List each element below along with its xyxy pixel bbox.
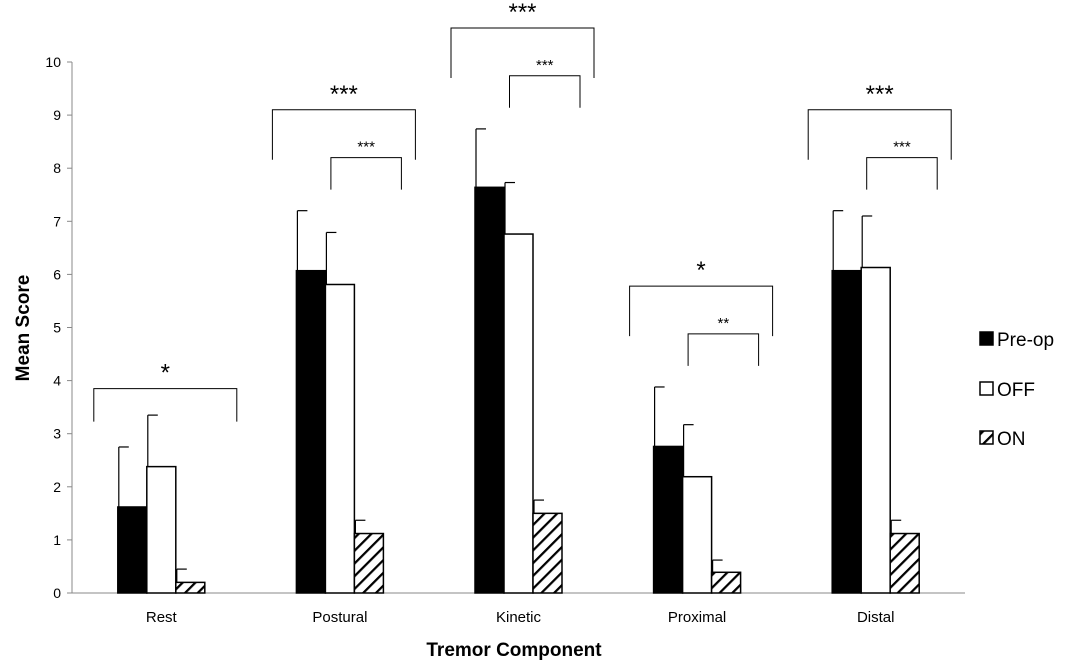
bar-on xyxy=(532,512,563,594)
legend-swatch xyxy=(979,430,994,445)
y-axis-title: Mean Score xyxy=(13,275,34,382)
legend: Pre-op OFF ON xyxy=(979,330,1054,450)
y-axis: 0 1 2 3 4 5 6 7 8 9 10 xyxy=(45,54,73,601)
bar-pre-op xyxy=(831,269,862,594)
y-tick-label: 0 xyxy=(53,585,61,601)
y-tick-label: 10 xyxy=(45,54,61,70)
significance-bracket xyxy=(93,388,238,422)
legend-label: OFF xyxy=(997,380,1035,401)
significance-bracket xyxy=(450,27,595,79)
bar-pre-op xyxy=(295,269,327,594)
x-tick-label: Rest xyxy=(146,609,178,626)
bar-on xyxy=(889,532,920,594)
bar-on xyxy=(353,532,385,594)
significance-label: *** xyxy=(536,57,554,74)
significance-bracket xyxy=(330,157,402,190)
significance-label: *** xyxy=(508,0,536,26)
bar-on xyxy=(710,571,742,594)
legend-swatch xyxy=(979,331,994,346)
bar-on xyxy=(175,581,206,594)
y-tick-label: 5 xyxy=(53,320,61,336)
y-tick-label: 6 xyxy=(53,266,61,282)
bars xyxy=(117,186,920,594)
significance-label: *** xyxy=(866,81,894,108)
x-tick-label: Postural xyxy=(312,609,367,626)
significance-label: *** xyxy=(893,139,911,156)
bar-off xyxy=(324,283,356,594)
significance-bracket xyxy=(629,285,774,337)
x-tick-label: Distal xyxy=(857,609,895,626)
significance-bracket xyxy=(866,157,938,190)
y-tick-label: 1 xyxy=(53,532,61,548)
error-bars xyxy=(118,128,902,583)
legend-label: Pre-op xyxy=(997,330,1054,351)
significance-brackets: ********************** xyxy=(93,0,952,422)
y-tick-label: 2 xyxy=(53,479,61,495)
y-tick-label: 4 xyxy=(53,373,61,389)
bar-off xyxy=(681,475,713,594)
significance-bracket xyxy=(509,75,581,108)
legend-label: ON xyxy=(997,429,1026,450)
y-tick-label: 7 xyxy=(53,213,61,229)
legend-swatch xyxy=(979,381,994,396)
bar-pre-op xyxy=(117,506,148,594)
significance-bracket xyxy=(687,333,760,366)
y-tick-label: 3 xyxy=(53,426,61,442)
bar-off xyxy=(503,233,534,594)
x-tick-label: Kinetic xyxy=(496,609,542,626)
x-axis-title: Tremor Component xyxy=(426,640,602,661)
bar-pre-op xyxy=(474,186,505,594)
bar-off xyxy=(146,465,177,594)
bar-off xyxy=(860,266,891,594)
significance-label: ** xyxy=(718,315,730,332)
significance-label: * xyxy=(696,257,705,284)
x-axis: Rest Postural Kinetic Proximal Distal xyxy=(72,592,965,626)
bar-pre-op xyxy=(652,445,684,594)
significance-bracket xyxy=(271,109,416,160)
y-tick-label: 8 xyxy=(53,160,61,176)
significance-label: * xyxy=(161,360,170,387)
y-tick-label: 9 xyxy=(53,107,61,123)
significance-bracket xyxy=(807,109,952,160)
significance-label: *** xyxy=(330,81,358,108)
significance-label: *** xyxy=(357,139,375,156)
x-tick-label: Proximal xyxy=(668,609,726,626)
